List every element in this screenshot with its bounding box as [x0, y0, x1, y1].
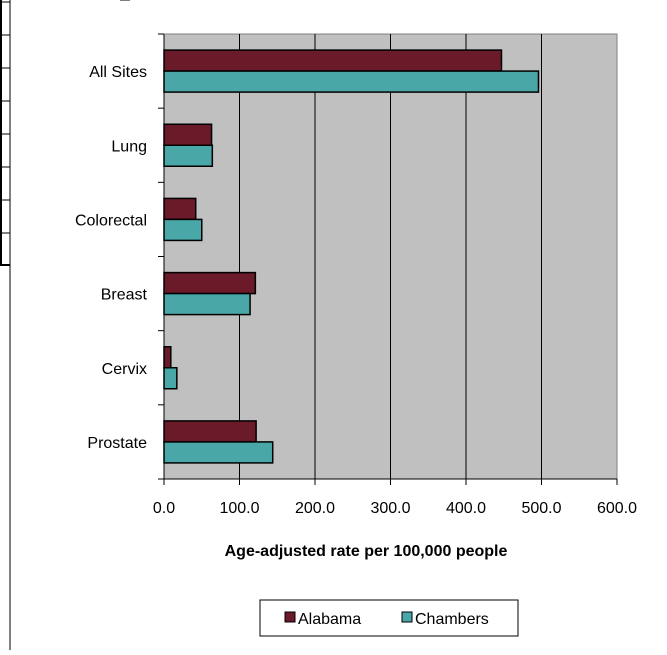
legend-swatch	[401, 611, 413, 623]
x-tick-label: 600.0	[597, 500, 637, 517]
bar-chambers	[163, 292, 251, 316]
x-tick-label: 100.0	[219, 500, 259, 517]
legend: Alabama Chambers	[259, 599, 519, 637]
y-tick-label: Breast	[101, 287, 148, 304]
x-tick-label: 300.0	[370, 500, 410, 517]
bar-alabama	[163, 197, 197, 221]
bar-alabama	[163, 123, 213, 146]
y-tick-labels: All Sites Lung Colorectal Breast Cervix Prost…	[75, 64, 148, 452]
bar-chambers	[163, 441, 274, 464]
y-tick-label: Colorectal	[75, 212, 147, 229]
x-axis-title: Age-adjusted rate per 100,000 people	[225, 543, 508, 560]
y-tick-label: All Sites	[89, 64, 147, 81]
legend-label: Alabama	[298, 611, 361, 628]
legend-label: Chambers	[415, 611, 489, 628]
left-table-fragment	[0, 0, 130, 650]
legend-swatch	[284, 611, 296, 623]
bar-chambers	[163, 144, 214, 167]
bar-alabama	[163, 49, 503, 72]
bar-chambers	[163, 70, 540, 93]
axes	[158, 33, 618, 485]
x-tick-label: 500.0	[521, 500, 561, 517]
y-tick-label: Cervix	[102, 361, 147, 378]
x-tick-labels: 0.0 100.0 200.0 300.0 400.0 500.0 600.0	[153, 500, 637, 517]
legend-box	[259, 599, 519, 637]
bar-alabama	[163, 346, 172, 369]
x-tick-label: 0.0	[153, 500, 175, 517]
bar-alabama	[163, 420, 257, 443]
bar-chambers	[163, 367, 178, 390]
bar-alabama	[163, 271, 257, 295]
y-tick-label: Prostate	[87, 435, 147, 452]
bar-chambers	[163, 218, 203, 242]
x-tick-label: 200.0	[295, 500, 335, 517]
gridlines	[239, 34, 542, 479]
bars	[163, 49, 540, 464]
y-tick-label: Lung	[111, 138, 147, 155]
x-tick-label: 400.0	[446, 500, 486, 517]
